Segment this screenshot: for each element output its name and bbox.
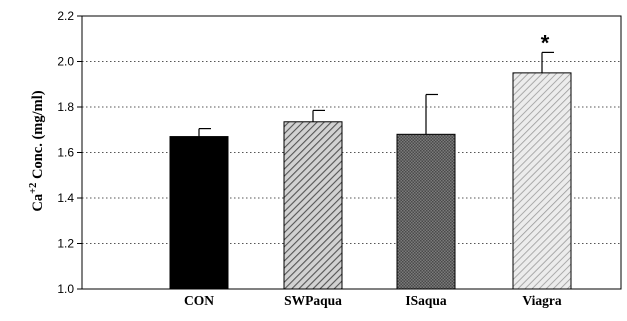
x-category-label: SWPaqua [284, 293, 342, 308]
y-tick-label: 1.2 [57, 237, 74, 251]
bar [169, 136, 229, 290]
y-axis-title-superscript: +2 [28, 183, 39, 194]
x-category-label: Viagra [522, 293, 561, 308]
y-axis-title: Ca+2 Conc. (mg/ml) [28, 90, 46, 211]
y-tick-label: 1.4 [57, 191, 74, 205]
y-tick-label: 1.8 [57, 100, 74, 114]
y-axis-title-rest: Conc. (mg/ml) [30, 90, 46, 182]
y-tick-label: 2.0 [57, 55, 74, 69]
labels: 1.0 1.2 1.4 1.6 1.8 2.0 2.2 CON SWPaqua ISaqua Via… [57, 9, 562, 308]
bar [396, 133, 456, 290]
x-category-label: ISaqua [405, 293, 447, 308]
significance-annotation: * [541, 30, 550, 55]
y-axis-title-base: Ca [30, 193, 46, 211]
y-tick-label: 1.0 [57, 282, 74, 296]
bar [283, 121, 343, 290]
plot-frame [81, 15, 622, 290]
x-category-label: CON [184, 293, 214, 308]
bars [169, 51, 572, 290]
axes [77, 15, 622, 290]
y-tick-label: 1.6 [57, 146, 74, 160]
bar [512, 72, 572, 290]
y-tick-label: 2.2 [57, 9, 74, 23]
